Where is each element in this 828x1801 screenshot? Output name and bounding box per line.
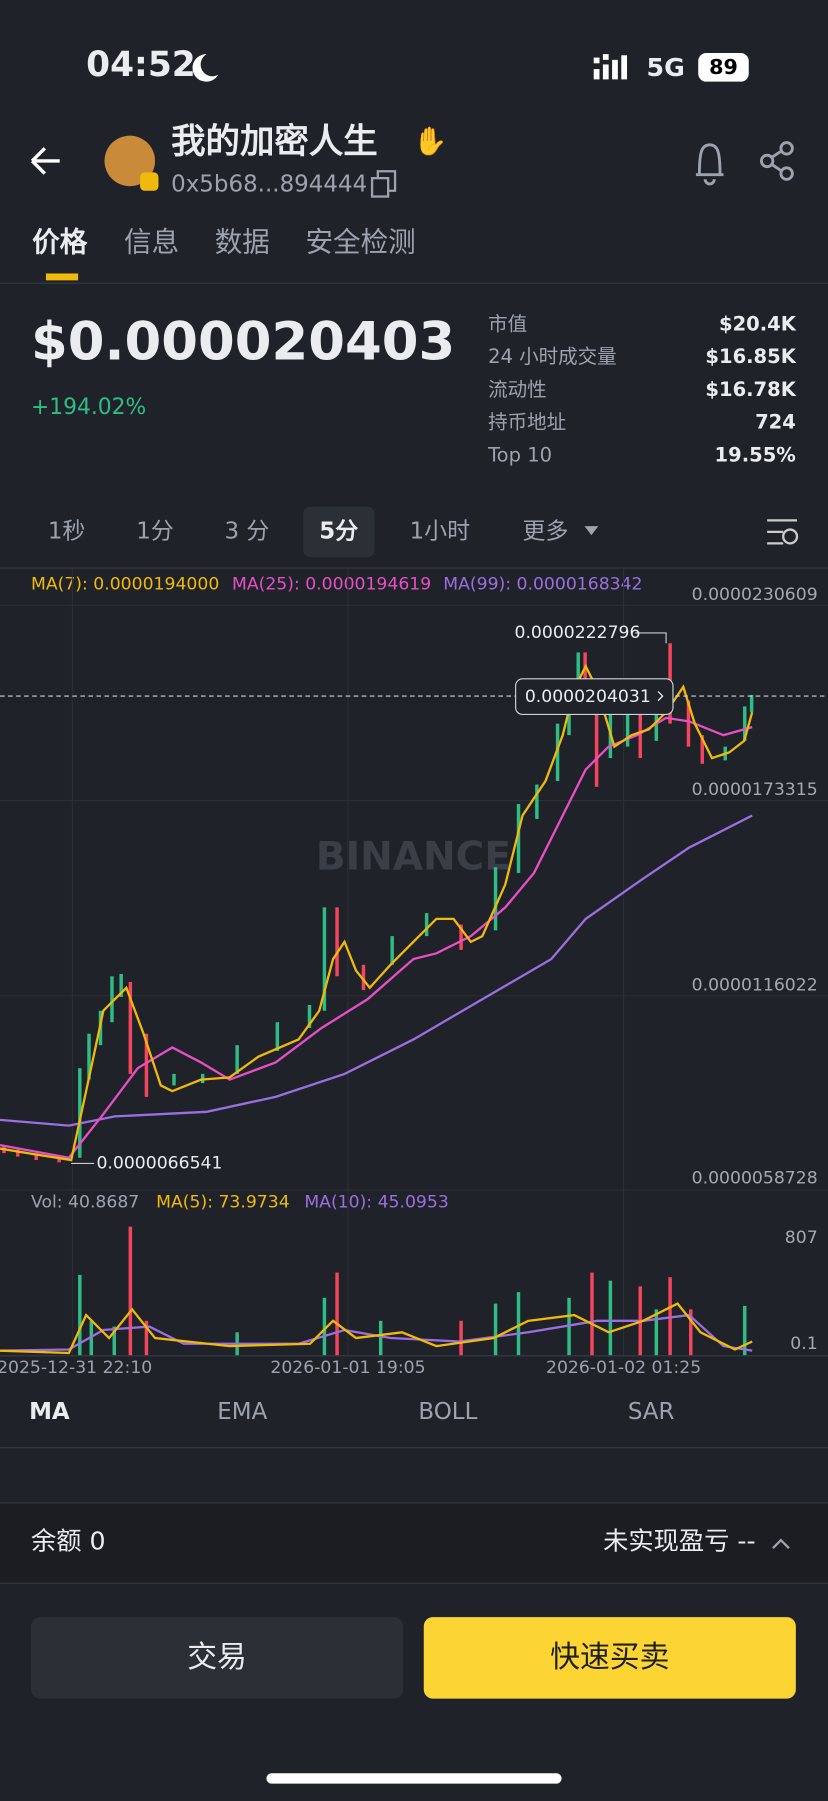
balance: 余额 0	[31, 1526, 106, 1555]
chevron	[657, 691, 664, 702]
indicator[interactable]: SAR	[628, 1399, 675, 1425]
watermark: BINANCE	[316, 835, 511, 880]
ma99-label: MA(99): 0.0000168342	[443, 575, 642, 595]
dropdown-icon	[584, 526, 599, 536]
chart-settings[interactable]	[767, 519, 799, 545]
ma-legend: MA(7): 0.0000194000 MA(25): 0.0000194619…	[31, 575, 643, 595]
vol-ma10-line	[0, 1313, 753, 1352]
ma25-label: MA(25): 0.0000194619	[232, 575, 431, 595]
copy-button[interactable]	[370, 170, 397, 198]
network: 5G	[647, 53, 685, 82]
price: $0.000020403	[31, 311, 455, 372]
time: 04:52	[86, 45, 196, 85]
indicator[interactable]: BOLL	[418, 1399, 477, 1425]
date-label: 2026-01-01 19:05	[270, 1358, 425, 1378]
stat-label: Top 10	[487, 444, 552, 467]
current-price-box[interactable]	[515, 678, 674, 716]
high-price: 0.0000222796	[514, 623, 640, 643]
pnl: 未实现盈亏 --	[603, 1526, 756, 1555]
ma7-label: MA(7): 0.0000194000	[31, 575, 219, 595]
interval[interactable]: 1小时	[410, 518, 471, 544]
interval-selected	[303, 506, 375, 558]
interval[interactable]: 5分	[319, 518, 358, 544]
alert-button[interactable]	[695, 143, 724, 186]
vol-label: Vol: 40.8687	[31, 1193, 139, 1213]
stat-value: $20.4K	[719, 313, 797, 336]
home-indicator	[266, 1773, 562, 1784]
balance-bar	[0, 1502, 828, 1583]
trade-button-label: 交易	[187, 1640, 247, 1675]
interval[interactable]: 1秒	[48, 518, 86, 544]
chain-badge	[140, 172, 159, 191]
interval[interactable]: 更多	[523, 518, 569, 544]
stat-label: 流动性	[488, 378, 547, 401]
stat-value: 724	[755, 410, 796, 433]
price-axis-label: 0.0000173315	[692, 780, 818, 800]
tab-indicator	[45, 273, 79, 281]
interval[interactable]: 1分	[136, 518, 174, 544]
tab[interactable]: 安全检测	[305, 227, 415, 259]
indicator[interactable]: MA	[29, 1399, 70, 1425]
quick-trade-button[interactable]	[423, 1617, 796, 1699]
price-change: +194.02%	[31, 395, 146, 420]
back-button[interactable]	[30, 147, 60, 175]
divider	[0, 1582, 828, 1584]
divider	[0, 1502, 828, 1504]
stat-value: $16.85K	[705, 345, 796, 368]
token-name: 我的加密人生	[171, 122, 378, 162]
tab[interactable]: 价格	[32, 227, 88, 259]
price-axis-label: 0.0000116022	[692, 975, 818, 995]
vol-ma5-label: MA(5): 73.9734	[156, 1193, 290, 1213]
stat-value: 19.55%	[715, 444, 796, 467]
chart-grid	[0, 568, 828, 1356]
ma7-line	[0, 663, 754, 1162]
vol-ma10-label: MA(10): 45.0953	[304, 1193, 448, 1213]
indicators: MA EMA BOLL SAR	[29, 1399, 674, 1425]
expand-button[interactable]	[772, 1538, 790, 1550]
divider	[0, 567, 828, 569]
date-label: 2026-01-02 01:25	[546, 1358, 701, 1378]
intervals: 1秒 1分 3 分 5分 1小时 更多	[48, 518, 569, 544]
date-label: 2025-12-31 22:10	[0, 1358, 152, 1378]
hand-icon: ✋	[413, 126, 447, 158]
address: 0x5b68...894444	[171, 172, 367, 198]
high-marker	[635, 632, 667, 644]
battery: 89	[709, 55, 738, 79]
vol-legend: Vol: 40.8687 MA(5): 73.9734 MA(10): 45.0…	[31, 1193, 449, 1213]
stat-label: 24 小时成交量	[488, 345, 617, 368]
low-price: 0.0000066541	[96, 1153, 222, 1173]
stat-label: 持币地址	[488, 410, 566, 433]
divider	[0, 282, 828, 284]
divider	[0, 1447, 828, 1449]
vol-axis-label: 0.1	[790, 1334, 817, 1354]
share-button[interactable]	[759, 141, 794, 181]
battery-icon	[698, 52, 749, 82]
stat-label: 市值	[488, 313, 527, 336]
indicator[interactable]: EMA	[217, 1399, 267, 1425]
trade-button[interactable]	[31, 1617, 404, 1699]
stat-value: $16.78K	[705, 378, 796, 401]
tab[interactable]: 信息	[124, 227, 179, 259]
current-price: 0.0000204031	[525, 687, 651, 707]
tabs: 价格 信息 数据 安全检测	[32, 227, 416, 259]
price-axis-label: 0.0000230609	[692, 585, 818, 605]
vol-axis-label: 807	[785, 1228, 818, 1248]
ma99-line	[0, 814, 753, 1127]
quick-trade-button-label: 快速买卖	[550, 1640, 669, 1675]
vol-ma5-line	[0, 1302, 753, 1355]
price-axis-label: 0.0000058728	[692, 1168, 818, 1188]
interval[interactable]: 3 分	[224, 518, 269, 544]
divider	[0, 1355, 828, 1357]
tab[interactable]: 数据	[215, 227, 270, 259]
signal-icon	[593, 54, 628, 80]
stats: 市值 $20.4K 24 小时成交量 $16.85K 流动性 $16.78K 持…	[487, 313, 797, 467]
moon-icon	[192, 54, 219, 82]
